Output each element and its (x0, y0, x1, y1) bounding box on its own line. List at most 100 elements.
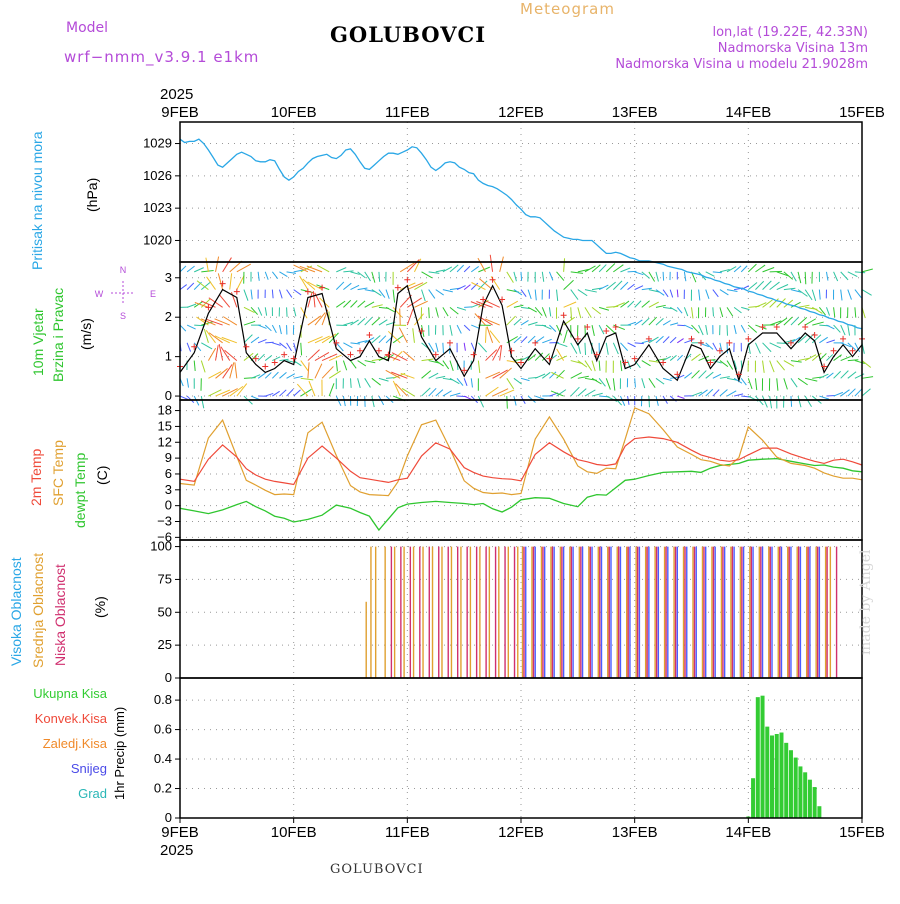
wind-arrow (826, 340, 834, 343)
time-label-top: 9FEB (161, 104, 199, 121)
wind-arrow (791, 396, 792, 407)
wind-arrow (400, 308, 401, 325)
precip-tick-label: 0.8 (154, 692, 172, 707)
compass-west: W (95, 289, 104, 299)
wind-arrow (216, 257, 219, 272)
pressure-tick-label: 1023 (143, 200, 172, 215)
wind-arrow (578, 290, 587, 296)
wind-arrow (855, 389, 862, 396)
wind-arrow (599, 325, 604, 334)
model-name: wrf−nmm_v3.9.1 e1km (64, 48, 259, 66)
wind-arrow (592, 325, 594, 336)
author-watermark: made by Angel (858, 550, 874, 656)
wind-arrow (834, 371, 841, 378)
wind-arrow (336, 396, 341, 406)
wind-arrow (379, 378, 389, 381)
wind-arrow (308, 362, 309, 378)
wind-gust-marker (366, 332, 372, 338)
wind-arrow (656, 396, 658, 406)
wind-arrow (542, 272, 543, 282)
wind-gust-marker (532, 340, 538, 346)
wind-arrow (791, 378, 797, 387)
wind-arrow (209, 298, 223, 308)
wind-arrow (294, 390, 301, 396)
wind-arrow (642, 378, 645, 388)
wind-arrow (235, 362, 237, 378)
pressure-label: Pritisak na nivou mora (29, 131, 45, 270)
model-elevation: Nadmorska Visina u modelu 21.9028m (615, 57, 868, 72)
wind-arrow (805, 290, 812, 300)
wind-arrow (223, 317, 237, 325)
wind-arrow (848, 372, 856, 379)
wind-arrow (628, 284, 635, 289)
wind-arrow (677, 307, 682, 313)
wind-arrow (201, 271, 213, 272)
wind-arrow (372, 272, 375, 283)
precip-bar (784, 743, 788, 818)
compass-south: S (120, 311, 126, 321)
wind-arrow (194, 325, 204, 326)
time-label-top: 11FEB (385, 104, 430, 121)
wind-arrow (826, 325, 834, 329)
wind-arrow (471, 266, 478, 271)
wind-arrow (699, 356, 709, 360)
wind-arrow (727, 361, 733, 370)
wind-arrow (770, 361, 774, 373)
wind-arrow (487, 327, 493, 343)
wind-gust-marker (717, 348, 723, 354)
wind-arrow (549, 272, 552, 281)
wind-arrow (279, 372, 286, 378)
wind-arrow (755, 343, 760, 354)
wind-arrow (599, 307, 609, 310)
wind-arrow (429, 272, 440, 274)
clouds-tick-label: 100 (150, 539, 172, 554)
wind-arrow (535, 290, 536, 301)
wind-arrow (819, 396, 829, 399)
wind-arrow (258, 272, 259, 281)
wind-arrow (336, 282, 344, 290)
wind-arrow (251, 290, 252, 300)
wind-arrow (763, 343, 772, 352)
wind-arrow (206, 258, 209, 272)
time-label-top: 10FEB (271, 104, 317, 121)
wind-arrow (763, 281, 772, 290)
wind-arrow (642, 318, 649, 325)
product-title: Meteogram (520, 0, 615, 18)
wind-arrow (351, 361, 357, 369)
wind-arrow (187, 325, 196, 329)
wind-arrow (684, 373, 691, 379)
wind-arrow (372, 318, 380, 326)
wind-arrow (819, 290, 820, 300)
wind-arrow (699, 371, 707, 379)
wind-arrow (180, 285, 187, 290)
wind-arrow (592, 393, 603, 396)
wind-arrow (670, 337, 676, 343)
wind-arrow (819, 337, 827, 343)
wind-arrow (834, 307, 835, 317)
wind-arrow (812, 290, 815, 301)
wind-arrow (365, 361, 376, 363)
wind-arrow (599, 265, 606, 272)
wind-arrow (571, 387, 580, 396)
wind-arrow (351, 285, 360, 289)
wind-arrow (677, 396, 684, 398)
wind-arrow (656, 336, 663, 343)
wind-arrow (294, 307, 296, 316)
wind-arrow (620, 282, 628, 289)
wind-arrow (422, 290, 426, 301)
wind-gust-marker (253, 356, 259, 362)
wind-arrow (841, 290, 842, 301)
wind-gust-marker (812, 332, 818, 338)
wind-arrow (287, 343, 292, 351)
wind-arrow (656, 290, 664, 296)
wind-arrow (500, 390, 514, 396)
wind-arrow (329, 383, 334, 396)
wind-arrow (329, 355, 341, 360)
compass-north: N (120, 265, 127, 275)
wind-arrow (485, 301, 499, 308)
wind-arrow (265, 393, 273, 396)
wind-arrow (265, 272, 268, 280)
wind-arrow (819, 307, 825, 315)
